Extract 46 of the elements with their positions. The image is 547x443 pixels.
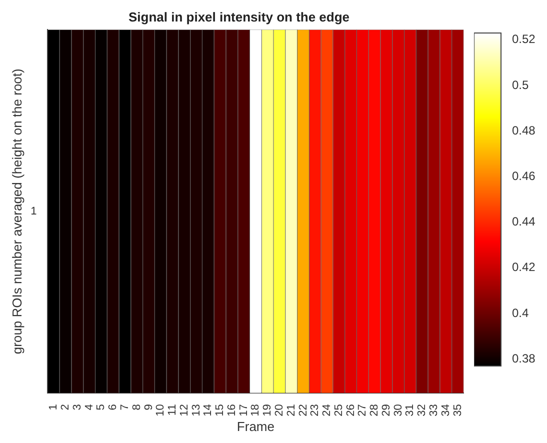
x-tick-label: 35 bbox=[452, 404, 464, 416]
x-tick-label: 25 bbox=[332, 404, 345, 416]
x-tick-label: 20 bbox=[274, 404, 286, 416]
color-bar-label: 0.4 bbox=[512, 306, 530, 320]
x-tick-label: 9 bbox=[142, 404, 155, 410]
x-tick-label: 32 bbox=[416, 404, 428, 416]
x-tick-label: 10 bbox=[154, 404, 167, 416]
x-tick-label: 29 bbox=[380, 404, 392, 416]
x-tick-label: 23 bbox=[309, 404, 322, 416]
color-bar-label: 0.38 bbox=[512, 351, 536, 366]
x-tick-label: 16 bbox=[226, 404, 238, 416]
chart-title: Signal in pixel intensity on the edge bbox=[128, 9, 350, 24]
x-tick-label: 5 bbox=[95, 404, 108, 410]
x-tick-label: 24 bbox=[321, 404, 334, 416]
color-bar-label: 0.48 bbox=[512, 123, 536, 138]
x-tick-label: 22 bbox=[297, 404, 310, 416]
x-tick-label: 8 bbox=[130, 404, 143, 410]
x-tick-label: 34 bbox=[440, 404, 452, 416]
x-tick-label: 27 bbox=[356, 404, 369, 416]
x-tick-label: 15 bbox=[214, 404, 226, 416]
x-tick-label: 28 bbox=[368, 404, 381, 416]
x-tick-label: 18 bbox=[250, 404, 262, 416]
y-axis-title: group ROIs number averaged (height on the root) bbox=[9, 68, 24, 354]
color-bar-label: 0.52 bbox=[512, 32, 536, 46]
x-tick-label: 11 bbox=[166, 404, 179, 416]
x-tick-label: 26 bbox=[344, 404, 357, 416]
x-tick-label: 13 bbox=[190, 404, 202, 416]
x-tick-label: 17 bbox=[238, 404, 250, 416]
x-tick-label: 21 bbox=[285, 404, 298, 416]
x-tick-label: 30 bbox=[392, 404, 404, 416]
x-tick-label: 33 bbox=[428, 404, 440, 416]
x-tick-label: 1 bbox=[48, 404, 60, 410]
x-tick-label: 19 bbox=[262, 404, 274, 416]
x-tick-label: 4 bbox=[83, 404, 96, 410]
x-tick-label: 6 bbox=[107, 404, 120, 410]
x-tick-label: 14 bbox=[202, 404, 214, 416]
color-bar-label: 0.44 bbox=[512, 214, 536, 229]
color-bar-label: 0.42 bbox=[512, 260, 536, 274]
x-tick-label: 7 bbox=[119, 404, 131, 410]
color-bar-label: 0.5 bbox=[512, 78, 530, 92]
x-axis-title: Frame bbox=[236, 418, 274, 434]
x-tick-label: 12 bbox=[178, 404, 190, 416]
x-tick-label: 3 bbox=[71, 404, 84, 410]
x-tick-label: 2 bbox=[60, 404, 72, 410]
color-bar-label: 0.46 bbox=[512, 169, 536, 184]
x-tick-label: 31 bbox=[404, 404, 416, 416]
